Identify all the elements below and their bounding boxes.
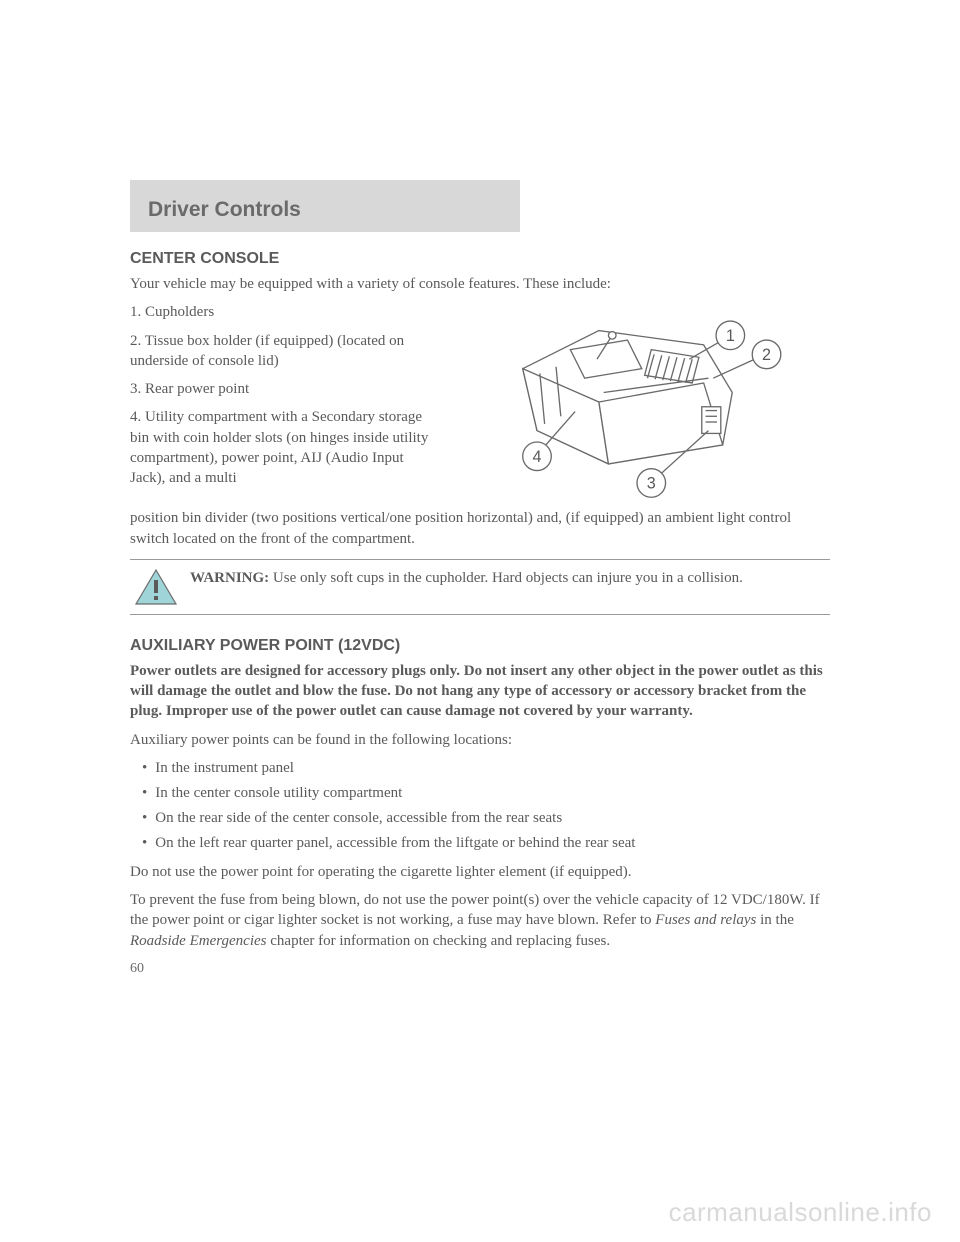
warning-body: Use only soft cups in the cupholder. Har… [269, 570, 743, 586]
page-number: 60 [130, 961, 830, 977]
warning-box: WARNING: Use only soft cups in the cupho… [130, 559, 830, 615]
aux-locations-intro: Auxiliary power points can be found in t… [130, 730, 830, 750]
console-item-2: 2. Tissue box holder (if equipped) (loca… [130, 331, 430, 372]
warning-triangle-icon [134, 568, 178, 606]
manual-page: Driver Controls CENTER CONSOLE Your vehi… [0, 0, 960, 1007]
console-item-3: 3. Rear power point [130, 379, 430, 399]
watermark-text: carmanualsonline.info [669, 1197, 932, 1228]
aux-bullet: On the left rear quarter panel, accessib… [130, 833, 830, 854]
section-header-title: Driver Controls [148, 198, 502, 222]
center-console-intro: Your vehicle may be equipped with a vari… [130, 274, 830, 294]
aux-bullet: In the center console utility compartmen… [130, 783, 830, 804]
aux-heading: AUXILIARY POWER POINT (12VDC) [130, 637, 830, 655]
callout-2: 2 [762, 346, 771, 364]
callout-3: 3 [647, 475, 656, 493]
console-item-4-cont: position bin divider (two positions vert… [130, 508, 830, 549]
aux-para-2: To prevent the fuse from being blown, do… [130, 890, 830, 951]
aux-bullet-list: In the instrument panel In the center co… [130, 758, 830, 854]
console-item-1: 1. Cupholders [130, 302, 430, 322]
aux-bullet: On the rear side of the center console, … [130, 808, 830, 829]
center-console-heading: CENTER CONSOLE [130, 250, 830, 268]
console-item-4: 4. Utility compartment with a Secondary … [130, 407, 430, 488]
callout-1: 1 [726, 327, 735, 345]
warning-label: WARNING: [190, 570, 269, 586]
console-diagram: 1 2 3 4 [477, 302, 797, 502]
console-list-with-diagram: 1. Cupholders 2. Tissue box holder (if e… [130, 302, 830, 502]
aux-para-1: Do not use the power point for operating… [130, 862, 830, 882]
console-list: 1. Cupholders 2. Tissue box holder (if e… [130, 302, 430, 502]
aux-bold-para: Power outlets are designed for accessory… [130, 663, 823, 720]
warning-text: WARNING: Use only soft cups in the cupho… [190, 568, 743, 588]
console-diagram-wrap: 1 2 3 4 [444, 302, 830, 502]
callout-4: 4 [532, 448, 541, 466]
aux-bullet: In the instrument panel [130, 758, 830, 779]
section-header-box: Driver Controls [130, 180, 520, 232]
